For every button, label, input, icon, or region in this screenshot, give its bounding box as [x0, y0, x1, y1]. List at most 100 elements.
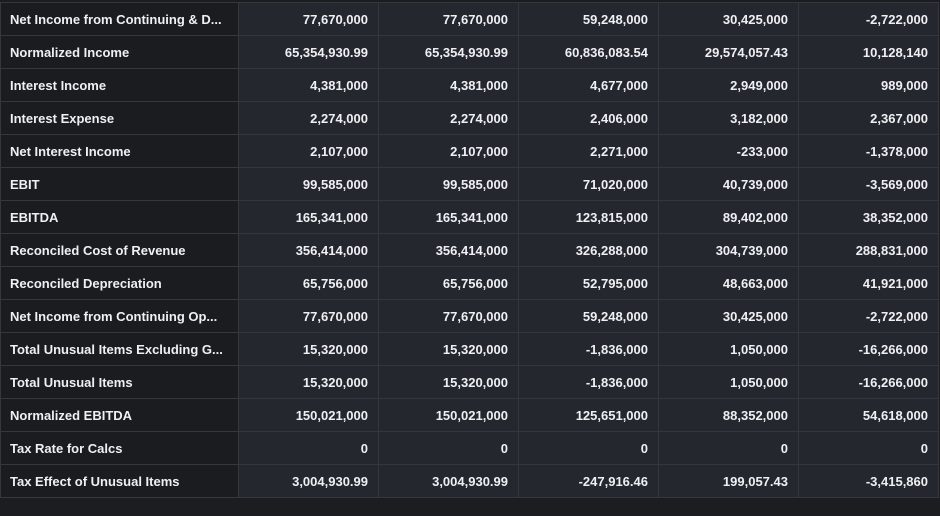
value-cell: 99,585,000 — [238, 167, 379, 201]
financials-table: Net Income from Continuing & D... 77,670,… — [0, 2, 939, 498]
value-cell: 1,050,000 — [658, 365, 799, 399]
value-cell: 123,815,000 — [518, 200, 659, 234]
row-label: Normalized Income — [0, 35, 239, 69]
value-cell: 356,414,000 — [378, 233, 519, 267]
value-cell: 65,354,930.99 — [238, 35, 379, 69]
value-cell: -1,378,000 — [798, 134, 939, 168]
row-label: Net Income from Continuing & D... — [0, 2, 239, 36]
value-cell: -16,266,000 — [798, 365, 939, 399]
value-cell: 304,739,000 — [658, 233, 799, 267]
table-row: Tax Rate for Calcs 0 0 0 0 0 — [0, 431, 939, 465]
value-cell: 2,274,000 — [378, 101, 519, 135]
value-cell: 15,320,000 — [238, 332, 379, 366]
value-cell: 88,352,000 — [658, 398, 799, 432]
value-cell: 4,381,000 — [378, 68, 519, 102]
value-cell: 65,354,930.99 — [378, 35, 519, 69]
value-cell: 65,756,000 — [238, 266, 379, 300]
value-cell: 65,756,000 — [378, 266, 519, 300]
value-cell: 99,585,000 — [378, 167, 519, 201]
table-row: Total Unusual Items Excluding G... 15,320… — [0, 332, 939, 366]
value-cell: -3,415,860 — [798, 464, 939, 498]
row-label: Tax Effect of Unusual Items — [0, 464, 239, 498]
value-cell: 59,248,000 — [518, 2, 659, 36]
value-cell: -2,722,000 — [798, 2, 939, 36]
value-cell: 54,618,000 — [798, 398, 939, 432]
value-cell: 165,341,000 — [378, 200, 519, 234]
financials-table-wrap: Net Income from Continuing & D... 77,670,… — [0, 2, 940, 498]
value-cell: 199,057.43 — [658, 464, 799, 498]
value-cell: 150,021,000 — [238, 398, 379, 432]
value-cell: -1,836,000 — [518, 365, 659, 399]
value-cell: 38,352,000 — [798, 200, 939, 234]
value-cell: -3,569,000 — [798, 167, 939, 201]
value-cell: 2,949,000 — [658, 68, 799, 102]
row-label: EBIT — [0, 167, 239, 201]
table-row: Normalized EBITDA 150,021,000 150,021,000 1… — [0, 398, 939, 432]
value-cell: 71,020,000 — [518, 167, 659, 201]
row-label: Reconciled Cost of Revenue — [0, 233, 239, 267]
value-cell: 165,341,000 — [238, 200, 379, 234]
table-row: Interest Expense 2,274,000 2,274,000 2,406,… — [0, 101, 939, 135]
value-cell: 59,248,000 — [518, 299, 659, 333]
value-cell: 0 — [378, 431, 519, 465]
table-row: Normalized Income 65,354,930.99 65,354,930… — [0, 35, 939, 69]
table-row: Net Income from Continuing Op... 77,670,0… — [0, 299, 939, 333]
value-cell: 2,107,000 — [238, 134, 379, 168]
value-cell: -233,000 — [658, 134, 799, 168]
value-cell: 4,677,000 — [518, 68, 659, 102]
value-cell: 1,050,000 — [658, 332, 799, 366]
value-cell: 41,921,000 — [798, 266, 939, 300]
value-cell: 15,320,000 — [378, 332, 519, 366]
row-label: Normalized EBITDA — [0, 398, 239, 432]
table-row: Reconciled Depreciation 65,756,000 65,756,… — [0, 266, 939, 300]
value-cell: 48,663,000 — [658, 266, 799, 300]
value-cell: 40,739,000 — [658, 167, 799, 201]
row-label: Interest Income — [0, 68, 239, 102]
value-cell: -247,916.46 — [518, 464, 659, 498]
value-cell: 3,004,930.99 — [238, 464, 379, 498]
value-cell: 356,414,000 — [238, 233, 379, 267]
value-cell: 2,406,000 — [518, 101, 659, 135]
value-cell: 0 — [238, 431, 379, 465]
value-cell: -16,266,000 — [798, 332, 939, 366]
value-cell: 15,320,000 — [238, 365, 379, 399]
table-row: Interest Income 4,381,000 4,381,000 4,677,0… — [0, 68, 939, 102]
value-cell: 150,021,000 — [378, 398, 519, 432]
value-cell: 0 — [518, 431, 659, 465]
value-cell: 0 — [658, 431, 799, 465]
value-cell: 77,670,000 — [378, 2, 519, 36]
table-row: Net Income from Continuing & D... 77,670,… — [0, 2, 939, 36]
row-label: Net Income from Continuing Op... — [0, 299, 239, 333]
row-label: Interest Expense — [0, 101, 239, 135]
value-cell: 125,651,000 — [518, 398, 659, 432]
value-cell: 15,320,000 — [378, 365, 519, 399]
row-label: EBITDA — [0, 200, 239, 234]
value-cell: 77,670,000 — [238, 2, 379, 36]
table-row: Total Unusual Items 15,320,000 15,320,000-… — [0, 365, 939, 399]
value-cell: 77,670,000 — [238, 299, 379, 333]
value-cell: 3,004,930.99 — [378, 464, 519, 498]
value-cell: 326,288,000 — [518, 233, 659, 267]
row-label: Reconciled Depreciation — [0, 266, 239, 300]
table-body: Net Income from Continuing & D... 77,670,… — [0, 2, 939, 498]
value-cell: 3,182,000 — [658, 101, 799, 135]
table-row: Tax Effect of Unusual Items 3,004,930.99 3… — [0, 464, 939, 498]
value-cell: 989,000 — [798, 68, 939, 102]
table-row: EBITDA 165,341,000 165,341,000 123,815,000 8… — [0, 200, 939, 234]
value-cell: 4,381,000 — [238, 68, 379, 102]
value-cell: 2,271,000 — [518, 134, 659, 168]
value-cell: 2,274,000 — [238, 101, 379, 135]
value-cell: 2,107,000 — [378, 134, 519, 168]
table-row: Net Interest Income 2,107,000 2,107,000 2,2… — [0, 134, 939, 168]
value-cell: 52,795,000 — [518, 266, 659, 300]
value-cell: 0 — [798, 431, 939, 465]
row-label: Net Interest Income — [0, 134, 239, 168]
value-cell: 89,402,000 — [658, 200, 799, 234]
value-cell: 60,836,083.54 — [518, 35, 659, 69]
value-cell: -1,836,000 — [518, 332, 659, 366]
row-label: Total Unusual Items Excluding G... — [0, 332, 239, 366]
value-cell: 30,425,000 — [658, 299, 799, 333]
value-cell: 288,831,000 — [798, 233, 939, 267]
value-cell: 30,425,000 — [658, 2, 799, 36]
